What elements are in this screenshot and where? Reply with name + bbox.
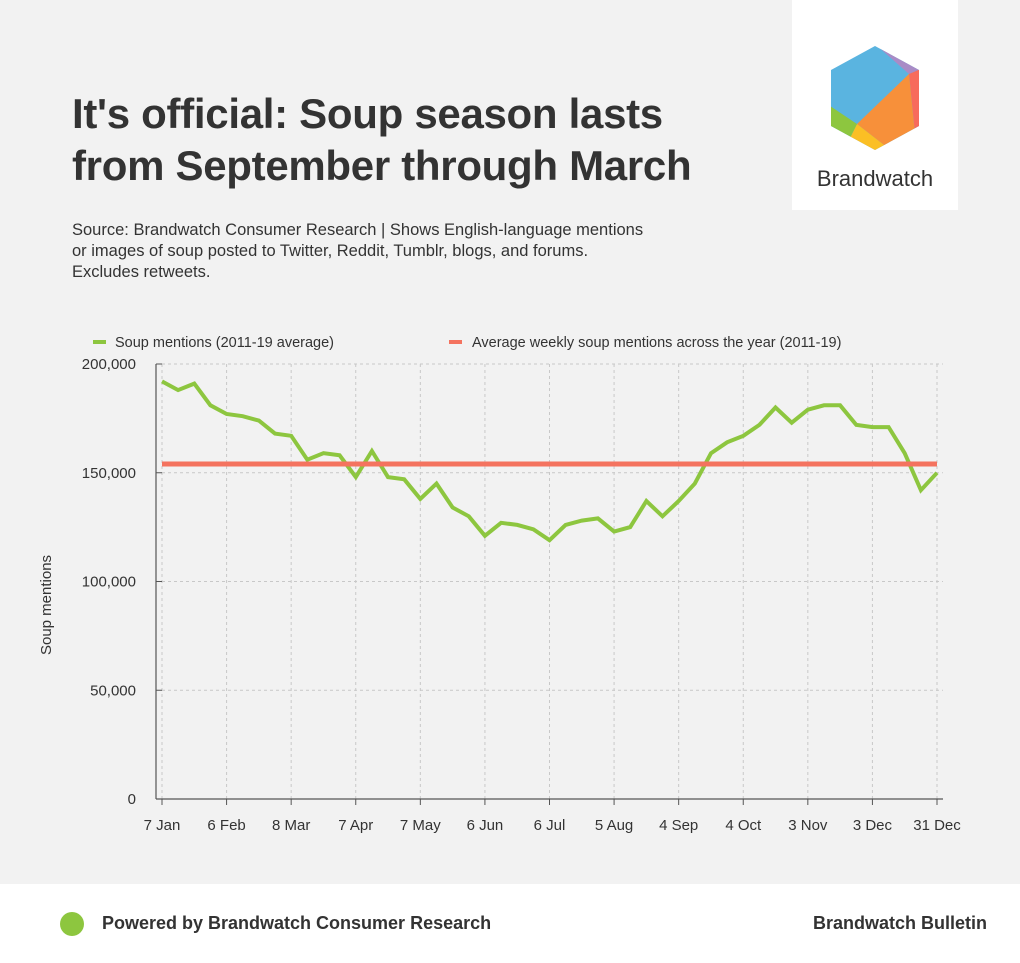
chart-grid [161,363,943,799]
legend-swatch-average [449,340,462,344]
brand-logo-card: Brandwatch [792,0,958,210]
x-tick-label: 7 Apr [338,817,373,834]
chart-series [161,379,939,543]
brandwatch-hexagon-icon [831,46,919,150]
line-chart: Soup mentions (2011-19 average) Average … [38,335,961,834]
brand-dot-icon [60,912,84,936]
powered-by-text: Powered by Brandwatch Consumer Research [102,913,492,933]
title-line-1: It's official: Soup season lasts [72,90,663,137]
x-tick-label: 8 Mar [272,817,310,834]
x-tick-label: 3 Dec [853,817,893,834]
title-line-2: from September through March [72,142,692,189]
x-tick-label: 3 Nov [788,817,828,834]
x-tick-label: 6 Jul [534,817,566,834]
y-tick-label: 200,000 [82,356,136,373]
x-tick-label: 7 Jan [144,817,181,834]
x-tick-label: 31 Dec [913,817,961,834]
bulletin-text: Brandwatch Bulletin [812,913,987,933]
source-line-2: or images of soup posted to Twitter, Red… [72,242,589,260]
source-line-3: Excludes retweets. [72,263,211,281]
y-tick-label: 0 [128,791,136,808]
legend-label-soup-mentions: Soup mentions (2011-19 average) [115,335,334,351]
chart-axes [155,363,943,805]
y-axis-label: Soup mentions [38,555,55,655]
y-tick-label: 100,000 [82,574,136,591]
footer-bar: Powered by Brandwatch Consumer Research … [0,884,1020,963]
y-tick-label: 150,000 [82,465,136,482]
series-line-soup-mentions [161,379,939,543]
x-tick-label: 5 Aug [595,817,633,834]
x-tick-label: 4 Oct [725,817,762,834]
chart-tick-labels: 0 50,000 100,000 150,000 200,000 7 Jan 6 Feb 8 … [82,356,961,834]
chart-legend: Soup mentions (2011-19 average) Average … [93,335,841,351]
x-tick-label: 7 May [400,817,441,834]
source-line-1: Source: Brandwatch Consumer Research | S… [72,221,644,239]
x-tick-label: 4 Sep [659,817,698,834]
source-note: Source: Brandwatch Consumer Research | S… [72,220,672,283]
y-tick-label: 50,000 [90,682,136,699]
x-tick-label: 6 Feb [207,817,245,834]
legend-swatch-soup-mentions [93,340,106,344]
x-tick-label: 6 Jun [467,817,504,834]
legend-label-average: Average weekly soup mentions across the … [472,335,841,351]
chart-title: It's official: Soup season lasts from Se… [72,88,762,192]
brandwatch-wordmark: Brandwatch [816,166,934,191]
